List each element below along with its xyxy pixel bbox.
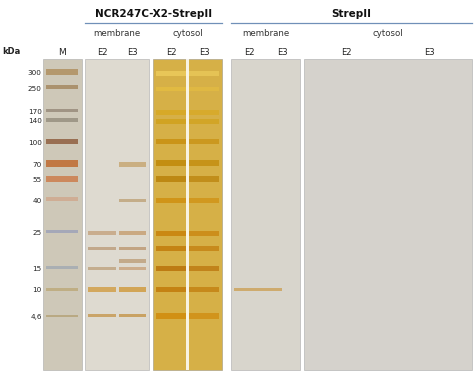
Text: cytosol: cytosol xyxy=(373,29,403,38)
Bar xyxy=(118,267,146,270)
Bar xyxy=(153,59,222,370)
Text: E2: E2 xyxy=(97,49,107,57)
Bar xyxy=(156,176,186,182)
Bar xyxy=(46,85,78,90)
Text: E2: E2 xyxy=(166,49,176,57)
Bar xyxy=(189,231,219,236)
Bar xyxy=(46,266,78,269)
Bar xyxy=(156,160,186,166)
Bar xyxy=(189,176,219,182)
Bar xyxy=(46,197,78,201)
Text: 55: 55 xyxy=(32,177,42,183)
Bar xyxy=(46,176,78,182)
Text: E3: E3 xyxy=(199,49,209,57)
Bar xyxy=(156,266,186,271)
Bar xyxy=(88,231,116,235)
Bar xyxy=(189,110,219,115)
Bar xyxy=(156,71,186,76)
Text: NCR247C-X2-StrepII: NCR247C-X2-StrepII xyxy=(95,9,212,19)
Text: membrane: membrane xyxy=(94,29,141,38)
Bar xyxy=(46,118,78,121)
Text: E2: E2 xyxy=(244,49,255,57)
Bar xyxy=(88,314,116,318)
Text: E3: E3 xyxy=(424,49,434,57)
Bar xyxy=(189,71,219,76)
Text: 25: 25 xyxy=(32,230,42,236)
Text: 250: 250 xyxy=(28,86,42,92)
Text: M: M xyxy=(58,49,66,57)
Bar xyxy=(156,313,186,319)
Text: E2: E2 xyxy=(341,49,352,57)
Text: 170: 170 xyxy=(28,109,42,115)
Bar xyxy=(189,287,219,292)
Bar xyxy=(46,139,78,144)
Bar xyxy=(189,198,219,203)
Bar xyxy=(304,59,472,370)
Bar xyxy=(88,247,116,250)
Text: 300: 300 xyxy=(28,70,42,76)
Bar xyxy=(156,287,186,292)
Text: StrepII: StrepII xyxy=(331,9,372,19)
Text: 100: 100 xyxy=(28,140,42,146)
Bar xyxy=(118,247,146,250)
Bar xyxy=(156,87,186,91)
Bar xyxy=(186,59,189,370)
Bar xyxy=(156,246,186,251)
Text: 40: 40 xyxy=(32,198,42,203)
Bar xyxy=(118,287,146,292)
Bar xyxy=(118,231,146,235)
Text: E3: E3 xyxy=(277,49,287,57)
Bar xyxy=(156,198,186,203)
Text: 10: 10 xyxy=(32,288,42,293)
Text: E3: E3 xyxy=(128,49,138,57)
Bar xyxy=(118,162,146,167)
Bar xyxy=(231,59,300,370)
Bar xyxy=(46,69,78,75)
Bar xyxy=(189,160,219,166)
Bar xyxy=(118,199,146,202)
Bar xyxy=(85,59,149,370)
Bar xyxy=(88,267,116,270)
Bar xyxy=(46,315,78,317)
Bar xyxy=(156,231,186,236)
Bar xyxy=(156,110,186,115)
Bar xyxy=(189,87,219,91)
Bar xyxy=(153,59,222,370)
Bar xyxy=(46,109,78,113)
Bar xyxy=(88,287,116,292)
Text: 4,6: 4,6 xyxy=(30,314,42,320)
Bar xyxy=(118,314,146,318)
Text: 15: 15 xyxy=(32,266,42,272)
Bar xyxy=(189,139,219,144)
Text: cytosol: cytosol xyxy=(172,29,203,38)
Text: 140: 140 xyxy=(28,118,42,124)
Bar xyxy=(118,259,146,263)
Bar xyxy=(189,266,219,271)
Text: kDa: kDa xyxy=(2,47,21,56)
Bar xyxy=(234,288,283,291)
Text: membrane: membrane xyxy=(242,29,289,38)
Text: 70: 70 xyxy=(32,162,42,168)
Bar xyxy=(156,119,186,124)
Bar xyxy=(189,119,219,124)
Bar xyxy=(46,288,78,291)
Bar xyxy=(156,139,186,144)
Bar xyxy=(46,230,78,233)
Bar xyxy=(43,59,82,370)
Bar xyxy=(189,313,219,319)
Bar xyxy=(189,246,219,251)
Bar xyxy=(46,160,78,167)
